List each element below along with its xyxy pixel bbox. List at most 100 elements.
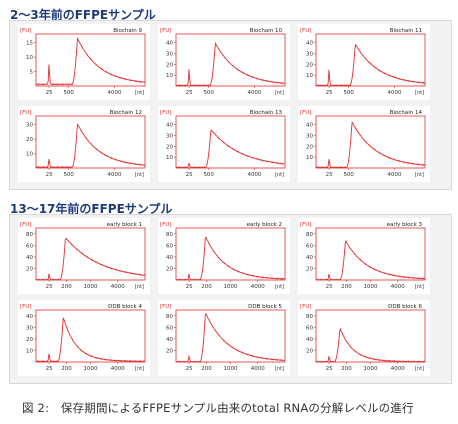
x-tick-label: 25 (186, 284, 193, 290)
y-tick-label: 20 (166, 266, 173, 272)
electropherogram-trace (315, 120, 426, 169)
y-tick-label: 20 (306, 144, 313, 150)
x-tick-label: 25 (326, 90, 333, 96)
x-tick-label: 4000 (111, 284, 125, 290)
chart-label: DDB block 4 (108, 304, 142, 310)
y-tick-label: 20 (26, 337, 33, 343)
plot-frame (175, 115, 286, 169)
x-tick-label: 500 (63, 90, 74, 96)
x-tick-label: 4000 (391, 284, 405, 290)
x-tick-label: 1000 (224, 366, 238, 372)
electropherogram-6: [FU] Biochain 14 10 20 30 40 25 500 4000 [nt] (298, 106, 430, 182)
chart-label: early block 2 (247, 222, 282, 228)
plot-frame (175, 227, 286, 281)
electropherogram-11: [FU] DDB block 5 20 40 60 80 25 200 1000 4000 [nt] (158, 300, 290, 376)
y-unit-label: [FU] (20, 304, 31, 310)
x-tick-label: 500 (343, 172, 354, 178)
y-unit-label: [FU] (300, 304, 311, 310)
electropherogram-trace (315, 239, 426, 281)
y-tick-label: 30 (26, 325, 33, 331)
section-heading-recent: 2～3年前のFFPEサンプル (10, 8, 156, 22)
y-tick-label: 40 (306, 41, 313, 47)
x-tick-label: 4000 (247, 90, 261, 96)
plot-frame (175, 33, 286, 87)
chart-label: DDB block 5 (248, 304, 282, 310)
electropherogram-trace (315, 44, 426, 87)
x-tick-label: 4000 (251, 366, 265, 372)
plot-frame (35, 309, 146, 363)
y-tick-label: 30 (26, 123, 33, 129)
x-tick-label: 4000 (387, 90, 401, 96)
y-tick-label: 60 (166, 325, 173, 331)
x-tick-label: 1000 (84, 284, 98, 290)
chart-label: early block 3 (387, 222, 423, 228)
y-tick-label: 40 (166, 255, 173, 261)
y-tick-label: 80 (166, 232, 173, 238)
y-tick-label: 10 (306, 73, 313, 79)
x-unit-label: [nt] (135, 366, 144, 372)
x-tick-label: 25 (46, 284, 53, 290)
electropherogram-1: [FU] Biochain 9 5 10 15 25 500 4000 [nt] (18, 24, 150, 100)
y-tick-label: 40 (166, 41, 173, 47)
x-tick-label: 25 (326, 366, 333, 372)
y-tick-label: 30 (306, 134, 313, 140)
x-unit-label: [nt] (415, 366, 424, 372)
y-tick-label: 40 (26, 255, 33, 261)
y-tick-label: 20 (306, 62, 313, 68)
x-tick-label: 200 (61, 366, 72, 372)
x-tick-label: 1000 (224, 284, 238, 290)
x-unit-label: [nt] (275, 284, 284, 290)
chart-label: early block 1 (107, 222, 142, 228)
y-tick-label: 40 (166, 123, 173, 129)
plot-frame (315, 227, 426, 281)
y-unit-label: [FU] (160, 304, 171, 310)
electropherogram-trace (175, 236, 286, 281)
chart-label: Biochain 12 (110, 110, 142, 116)
y-tick-label: 10 (26, 348, 33, 354)
x-tick-label: 200 (201, 366, 212, 372)
y-unit-label: [FU] (160, 28, 171, 34)
x-tick-label: 500 (63, 172, 74, 178)
x-tick-label: 4000 (387, 172, 401, 178)
electropherogram-3: [FU] Biochain 11 10 20 30 40 25 500 4000 [nt] (298, 24, 430, 100)
x-tick-label: 500 (343, 90, 354, 96)
y-tick-label: 80 (166, 314, 173, 320)
y-tick-label: 60 (306, 243, 313, 249)
x-tick-label: 25 (186, 90, 193, 96)
y-tick-label: 10 (26, 55, 33, 61)
y-tick-label: 30 (166, 134, 173, 140)
electropherogram-9: [FU] early block 3 20 40 60 80 25 200 1000 4000 [n… (298, 218, 430, 294)
electropherogram-trace (35, 123, 146, 169)
electropherogram-trace (35, 237, 146, 281)
x-tick-label: 25 (326, 284, 333, 290)
electropherogram-2: [FU] Biochain 10 10 20 30 40 25 500 4000 [nt] (158, 24, 290, 100)
chart-label: Biochain 14 (390, 110, 423, 116)
x-unit-label: [nt] (275, 172, 284, 178)
plot-frame (35, 115, 146, 169)
x-tick-label: 4000 (251, 284, 265, 290)
y-tick-label: 20 (26, 266, 33, 272)
x-unit-label: [nt] (415, 90, 424, 96)
chart-label: DDB block 6 (388, 304, 422, 310)
section-heading-old: 13～17年前のFFPEサンプル (10, 202, 173, 216)
y-tick-label: 80 (306, 314, 313, 320)
plot-frame (315, 115, 426, 169)
y-tick-label: 10 (166, 73, 173, 79)
x-unit-label: [nt] (135, 172, 144, 178)
x-tick-label: 25 (326, 172, 333, 178)
y-tick-label: 20 (26, 137, 33, 143)
y-tick-label: 60 (26, 243, 33, 249)
y-tick-label: 30 (306, 52, 313, 58)
chart-label: Biochain 10 (250, 28, 283, 34)
x-tick-label: 200 (201, 284, 212, 290)
y-tick-label: 60 (306, 325, 313, 331)
y-tick-label: 10 (306, 155, 313, 161)
x-tick-label: 25 (186, 366, 193, 372)
y-tick-label: 40 (306, 337, 313, 343)
y-tick-label: 40 (166, 337, 173, 343)
x-unit-label: [nt] (275, 366, 284, 372)
y-tick-label: 40 (306, 123, 313, 129)
y-tick-label: 20 (306, 266, 313, 272)
x-tick-label: 25 (46, 90, 53, 96)
y-tick-label: 40 (306, 255, 313, 261)
